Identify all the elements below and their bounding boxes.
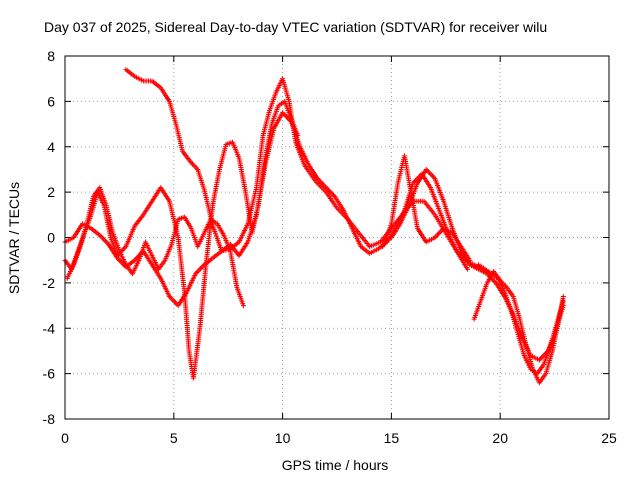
x-tick-label: 15 (384, 430, 400, 446)
data-point (560, 293, 566, 299)
y-tick-label: 6 (47, 93, 55, 109)
series-satellite-track-g (388, 166, 566, 363)
y-tick-label: -4 (43, 320, 56, 336)
x-tick-label: 5 (170, 430, 178, 446)
x-tick-labels: 0 5 10 15 20 25 (61, 430, 617, 446)
plot-frame (64, 55, 610, 420)
y-axis-title: SDTVAR / TECUs (6, 182, 22, 294)
chart-title: Day 037 of 2025, Sidereal Day-to-day VTE… (44, 19, 547, 35)
y-tick-label: 0 (47, 230, 55, 246)
series-satellite-track-h (380, 153, 473, 263)
y-tick-label: 4 (47, 139, 55, 155)
x-axis-title: GPS time / hours (282, 457, 389, 473)
data-point (465, 266, 471, 272)
y-tick-labels: -8 -6 -4 -2 0 2 4 6 8 (43, 48, 56, 427)
x-tick-label: 25 (601, 430, 617, 446)
series-satellite-track-b (62, 98, 301, 381)
x-tick-label: 10 (275, 430, 291, 446)
y-tick-label: -8 (43, 411, 56, 427)
data-marks (62, 67, 566, 386)
data-point (240, 303, 246, 309)
y-tick-label: 2 (47, 184, 55, 200)
data-point (560, 298, 566, 304)
series-satellite-track-a (123, 67, 471, 272)
x-tick-label: 0 (61, 430, 69, 446)
y-tick-label: -6 (43, 366, 56, 382)
data-point (467, 257, 473, 263)
y-tick-label: 8 (47, 48, 55, 64)
x-tick-label: 20 (492, 430, 508, 446)
series-satellite-track-d (64, 185, 246, 309)
y-tick-label: -2 (43, 275, 56, 291)
data-point (560, 303, 566, 309)
